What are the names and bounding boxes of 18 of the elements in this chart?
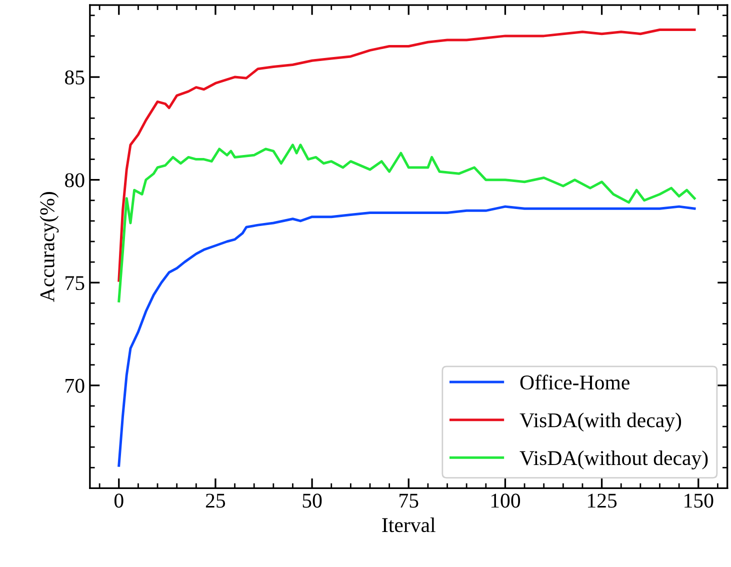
y-axis-title: Accuracy(%)	[40, 192, 59, 302]
legend-label: VisDA(without decay)	[520, 450, 708, 470]
line-series	[118, 144, 696, 302]
x-tick-label: 125	[588, 494, 617, 508]
x-axis-title: Iterval	[382, 517, 436, 532]
legend-label: Office-Home	[520, 374, 630, 390]
y-tick-label: 80	[65, 173, 84, 188]
y-tick-label: 70	[66, 378, 84, 393]
x-tick-label: 75	[400, 494, 418, 508]
line-series	[118, 28, 696, 282]
x-tick-label: 150	[684, 494, 714, 508]
legend-label: VisDA(with decay)	[520, 412, 682, 432]
x-tick-label: 25	[206, 494, 226, 508]
x-tick-label: 0	[114, 494, 124, 508]
x-tick-label: 100	[491, 494, 520, 508]
x-tick-label: 50	[302, 494, 322, 508]
y-tick-label: 85	[65, 70, 84, 84]
y-tick-label: 75	[66, 276, 84, 290]
